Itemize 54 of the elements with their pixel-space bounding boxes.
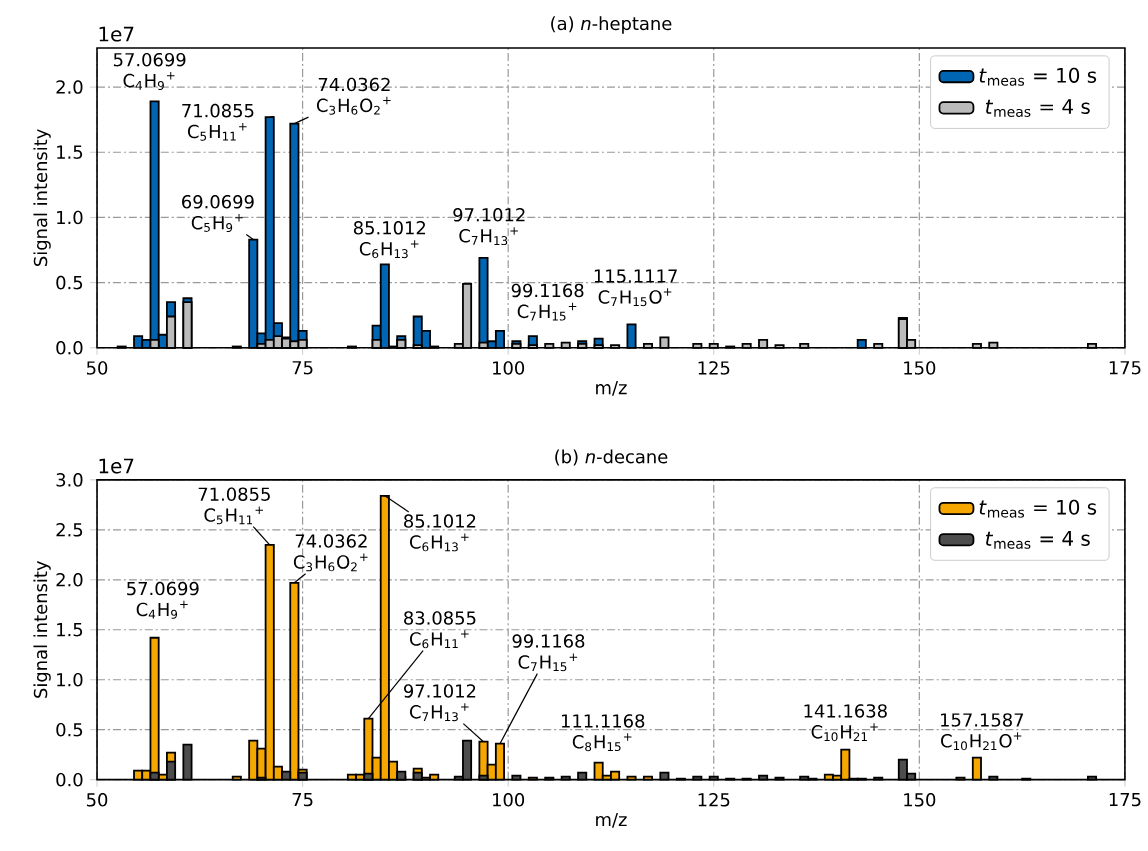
y-tick-label: 1.5 xyxy=(57,145,83,160)
x-tick-label: 75 xyxy=(292,793,313,807)
annotation: 157.1587 C$_{10}$H$_{21}$O$^{+}$ xyxy=(941,713,1024,751)
x-axis-title: m/z xyxy=(596,381,627,396)
y-tick-label: 0.5 xyxy=(56,276,83,290)
annotation: 57.0699 C$_{4}$H$_{9}$+ xyxy=(127,581,199,620)
annotation: 83.0855 C$_{6}$H$_{11}$+ xyxy=(404,611,476,649)
y-tick-label: 0.0 xyxy=(56,773,83,787)
y-tick-label: 1.0 xyxy=(57,210,83,225)
legend-label: t$_{meas}$ = 10 s xyxy=(979,499,1097,518)
y-axis-title: Signal intensity xyxy=(33,129,51,267)
annotation: 85.1012 C$_{6}$H$_{13}$+ xyxy=(404,514,476,552)
annotation: 97.1012 C$_{7}$H$_{13}$+ xyxy=(453,208,525,246)
annotation: 85.1012 C$_{6}$H$_{13}$+ xyxy=(353,221,426,259)
text: 1e7 xyxy=(99,458,134,474)
y-tick-label: 1.0 xyxy=(57,673,83,687)
chart-title: (b) n-decane xyxy=(555,449,668,466)
legend-label: t$_{meas}$ = 4 s xyxy=(985,531,1090,550)
x-tick-label: 50 xyxy=(86,793,108,807)
y-tick-label: 2.0 xyxy=(56,80,83,95)
annotation: 69.0699 C$_{5}$H$_{9}$+ xyxy=(182,195,254,233)
annotation: 71.0855 C$_{5}$H$_{11}$+ xyxy=(182,104,254,141)
x-tick-label: 100 xyxy=(493,793,525,807)
x-tick-label: 125 xyxy=(698,361,730,375)
annotation: 141.1638 C$_{10}$H$_{21}$+ xyxy=(804,704,887,742)
chart-title: (a) n-heptane xyxy=(551,16,672,34)
annotation: 111.1168 C$_{8}$H$_{15}$+ xyxy=(561,714,645,752)
x-tick-label: 50 xyxy=(86,361,108,375)
x-tick-label: 150 xyxy=(904,793,936,807)
annotation: 74.0362 C$_{3}$H$_{6}$O$_{2}$+ xyxy=(316,77,391,115)
y-tick-label: 0.5 xyxy=(56,723,83,737)
legend-label: t$_{meas}$ = 10 s xyxy=(979,68,1097,86)
annotation: 99.1168 C$_{7}$H$_{15}$+ xyxy=(512,634,585,672)
y-tick-label: 2.5 xyxy=(56,523,83,537)
annotation: 97.1012 C$_{7}$H$_{13}$+ xyxy=(403,684,476,722)
annotation: 74.0362 C$_{3}$H$_{6}$O$_{2}$+ xyxy=(293,534,368,572)
x-tick-label: 75 xyxy=(292,361,313,375)
legend-label: t$_{meas}$ = 4 s xyxy=(985,99,1090,118)
x-tick-label: 175 xyxy=(1109,793,1141,807)
x-tick-label: 125 xyxy=(698,793,730,807)
x-tick-label: 175 xyxy=(1109,361,1141,375)
y-tick-label: 2.0 xyxy=(56,573,83,587)
y-tick-label: 1.5 xyxy=(57,623,83,637)
annotation: 57.0699 C$_{4}$H$_{9}$+ xyxy=(113,53,186,91)
annotation: 99.1168 C$_{7}$H$_{15}$+ xyxy=(511,283,584,321)
x-axis-title: m/z xyxy=(596,813,627,828)
y-axis-title: Signal intensity xyxy=(33,561,51,699)
annotation: 115.1117 C$_{7}$H$_{15}$O$^{+}$ xyxy=(594,269,677,307)
text: 1e7 xyxy=(99,26,134,42)
y-tick-label: 0.0 xyxy=(56,341,83,355)
x-tick-label: 150 xyxy=(904,361,936,375)
y-tick-label: 3.0 xyxy=(56,473,83,487)
annotation: 71.0855 C$_{5}$H$_{11}$+ xyxy=(198,487,270,525)
x-tick-label: 100 xyxy=(493,361,525,375)
